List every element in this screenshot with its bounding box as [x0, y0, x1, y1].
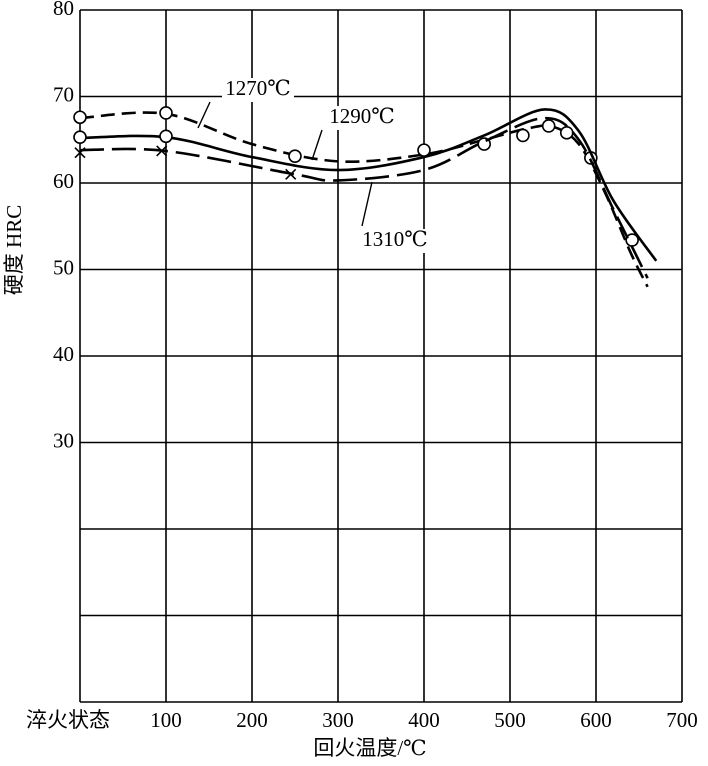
- label-bg: [222, 78, 294, 102]
- label-bg: [359, 229, 431, 253]
- line-series: [79, 108, 658, 262]
- y-tick-label: 80: [53, 0, 74, 20]
- data-point: [156, 145, 168, 157]
- data-point: [288, 149, 302, 163]
- y-tick-label: 30: [53, 428, 74, 452]
- label-bg: [326, 106, 398, 130]
- x-tick-label: 200: [236, 708, 268, 732]
- y-axis-label: 硬度 HRC: [2, 205, 26, 295]
- leader-line: [311, 129, 323, 161]
- y-tick-label: 60: [53, 169, 74, 193]
- data-point: [285, 168, 297, 180]
- data-point: [559, 126, 574, 140]
- leader-line: [361, 181, 373, 227]
- line-series: [79, 116, 649, 279]
- x-tick-label: 500: [494, 708, 526, 732]
- x-tick-label: 400: [408, 708, 440, 732]
- data-point: [417, 143, 431, 157]
- series-label: 1310℃: [362, 227, 428, 251]
- series-label: 1290℃: [329, 104, 395, 128]
- y-tick-label: 50: [53, 255, 74, 279]
- data-point: [73, 110, 87, 125]
- x-axis-label: 回火温度/℃: [313, 736, 426, 760]
- x-tick-label: 100: [150, 708, 182, 732]
- data-point: [159, 129, 173, 144]
- leader-line: [197, 101, 211, 129]
- data-point: [541, 119, 556, 133]
- data-point: [74, 147, 86, 159]
- data-point: [73, 130, 87, 144]
- data-point: [516, 128, 530, 143]
- series-label: 1270℃: [225, 76, 291, 100]
- y-tick-label: 70: [53, 82, 74, 106]
- x-tick-label: 700: [666, 708, 698, 732]
- y-tick-label: 40: [53, 342, 74, 366]
- x-tick-label: 600: [580, 708, 612, 732]
- data-point: [159, 106, 173, 120]
- x-tick-label: 淬火状态: [26, 708, 110, 732]
- x-tick-label: 300: [322, 708, 354, 732]
